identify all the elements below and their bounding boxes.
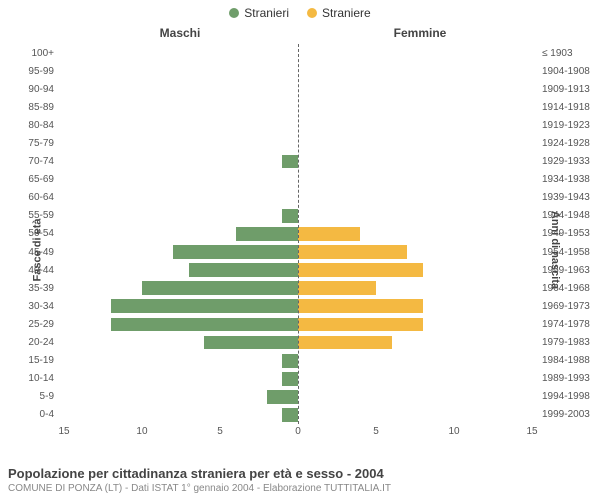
bar-female bbox=[298, 245, 407, 259]
column-header-male: Maschi bbox=[0, 26, 300, 40]
bar-female bbox=[298, 263, 423, 277]
age-label: 30-34 bbox=[0, 297, 54, 315]
age-label: 25-29 bbox=[0, 315, 54, 333]
age-label: 75-79 bbox=[0, 134, 54, 152]
bar-female bbox=[298, 336, 392, 350]
chart-footer: Popolazione per cittadinanza straniera p… bbox=[8, 466, 592, 494]
bar-male bbox=[282, 354, 298, 368]
legend-label-male: Stranieri bbox=[244, 6, 289, 20]
column-header-female: Femmine bbox=[300, 26, 600, 40]
birth-label: 1949-1953 bbox=[542, 225, 600, 243]
age-label: 10-14 bbox=[0, 370, 54, 388]
legend-swatch-female bbox=[307, 8, 317, 18]
chart-title: Popolazione per cittadinanza straniera p… bbox=[8, 466, 592, 481]
y-right-birth-labels: ≤ 19031904-19081909-19131914-19181919-19… bbox=[536, 44, 600, 424]
birth-label: 1999-2003 bbox=[542, 406, 600, 424]
age-label: 65-69 bbox=[0, 171, 54, 189]
x-tick-label: 5 bbox=[217, 426, 223, 437]
population-pyramid-chart: Stranieri Straniere Maschi Femmine Fasce… bbox=[0, 0, 600, 500]
age-label: 50-54 bbox=[0, 225, 54, 243]
bar-female bbox=[298, 318, 423, 332]
age-label: 45-49 bbox=[0, 243, 54, 261]
age-label: 40-44 bbox=[0, 261, 54, 279]
birth-label: 1954-1958 bbox=[542, 243, 600, 261]
birth-label: 1914-1918 bbox=[542, 98, 600, 116]
y-left-age-labels: 100+95-9990-9485-8980-8475-7970-7465-696… bbox=[0, 44, 60, 424]
x-tick-label: 15 bbox=[526, 426, 537, 437]
x-tick-label: 5 bbox=[373, 426, 379, 437]
center-divider bbox=[298, 44, 299, 424]
bar-female bbox=[298, 227, 360, 241]
birth-label: 1929-1933 bbox=[542, 153, 600, 171]
birth-label: 1919-1923 bbox=[542, 116, 600, 134]
plot-area bbox=[64, 44, 532, 424]
age-label: 90-94 bbox=[0, 80, 54, 98]
birth-label: 1974-1978 bbox=[542, 315, 600, 333]
bar-male bbox=[111, 299, 298, 313]
legend-item-female: Straniere bbox=[307, 6, 371, 20]
bar-male bbox=[111, 318, 298, 332]
bar-male bbox=[267, 390, 298, 404]
x-tick-label: 15 bbox=[58, 426, 69, 437]
bar-female bbox=[298, 299, 423, 313]
birth-label: 1979-1983 bbox=[542, 334, 600, 352]
age-label: 60-64 bbox=[0, 189, 54, 207]
age-label: 0-4 bbox=[0, 406, 54, 424]
birth-label: 1944-1948 bbox=[542, 207, 600, 225]
legend: Stranieri Straniere bbox=[0, 0, 600, 20]
x-tick-label: 10 bbox=[136, 426, 147, 437]
age-label: 55-59 bbox=[0, 207, 54, 225]
birth-label: 1964-1968 bbox=[542, 279, 600, 297]
birth-label: ≤ 1903 bbox=[542, 44, 600, 62]
bar-female bbox=[298, 281, 376, 295]
birth-label: 1934-1938 bbox=[542, 171, 600, 189]
birth-label: 1939-1943 bbox=[542, 189, 600, 207]
birth-label: 1989-1993 bbox=[542, 370, 600, 388]
age-label: 20-24 bbox=[0, 334, 54, 352]
age-label: 100+ bbox=[0, 44, 54, 62]
bar-male bbox=[173, 245, 298, 259]
birth-label: 1909-1913 bbox=[542, 80, 600, 98]
birth-label: 1959-1963 bbox=[542, 261, 600, 279]
x-tick-label: 0 bbox=[295, 426, 301, 437]
x-tick-label: 10 bbox=[448, 426, 459, 437]
age-label: 70-74 bbox=[0, 153, 54, 171]
bar-male bbox=[282, 155, 298, 169]
legend-swatch-male bbox=[229, 8, 239, 18]
bar-male bbox=[282, 209, 298, 223]
age-label: 5-9 bbox=[0, 388, 54, 406]
bar-male bbox=[282, 408, 298, 422]
bar-male bbox=[282, 372, 298, 386]
chart-subtitle: COMUNE DI PONZA (LT) - Dati ISTAT 1° gen… bbox=[8, 483, 592, 494]
age-label: 35-39 bbox=[0, 279, 54, 297]
age-label: 80-84 bbox=[0, 116, 54, 134]
column-headers: Maschi Femmine bbox=[0, 26, 600, 40]
legend-item-male: Stranieri bbox=[229, 6, 289, 20]
birth-label: 1969-1973 bbox=[542, 297, 600, 315]
birth-label: 1994-1998 bbox=[542, 388, 600, 406]
bar-male bbox=[236, 227, 298, 241]
birth-label: 1904-1908 bbox=[542, 62, 600, 80]
age-label: 95-99 bbox=[0, 62, 54, 80]
bar-male bbox=[189, 263, 298, 277]
x-axis-ticks: 15105051015 bbox=[64, 426, 532, 440]
birth-label: 1924-1928 bbox=[542, 134, 600, 152]
legend-label-female: Straniere bbox=[322, 6, 371, 20]
age-label: 15-19 bbox=[0, 352, 54, 370]
bar-male bbox=[204, 336, 298, 350]
bar-male bbox=[142, 281, 298, 295]
birth-label: 1984-1988 bbox=[542, 352, 600, 370]
age-label: 85-89 bbox=[0, 98, 54, 116]
